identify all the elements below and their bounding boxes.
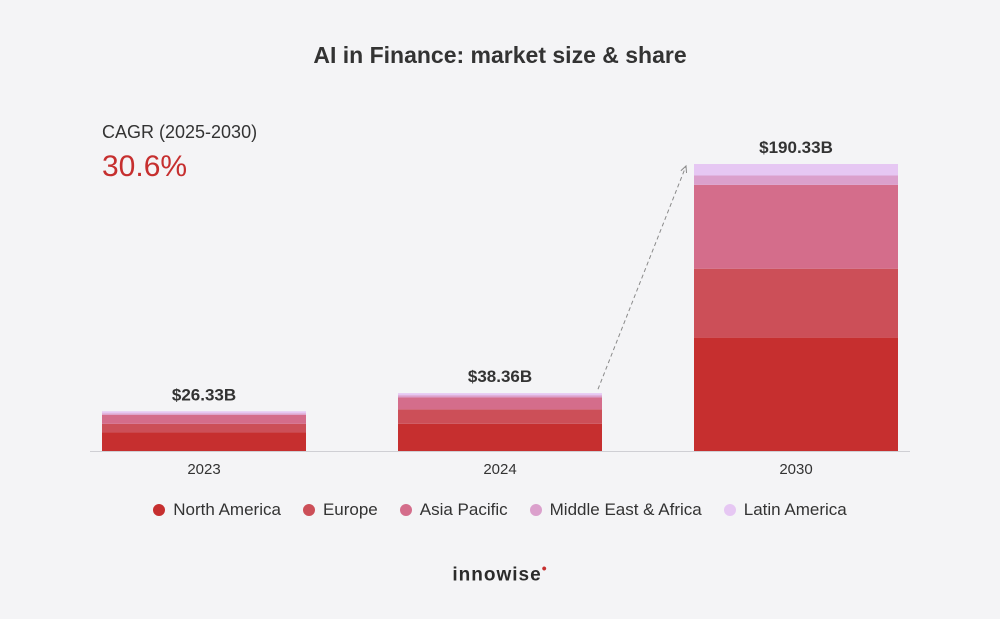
- bar-segment-2030-middle-east-africa: [694, 175, 898, 185]
- legend-label: Latin America: [743, 500, 847, 519]
- bar-segment-2024-asia-pacific: [398, 397, 602, 410]
- bar-segment-2024-middle-east-africa: [398, 395, 602, 398]
- bar-segment-2024-latin-america: [398, 393, 602, 396]
- bar-segment-2030-latin-america: [694, 164, 898, 176]
- bar-segment-2023-north-america: [102, 432, 306, 451]
- bar-segment-2024-north-america: [398, 423, 602, 451]
- x-tick-label: 2030: [779, 461, 812, 478]
- bar-total-label: $26.33B: [172, 385, 236, 404]
- legend-item: Asia Pacific: [399, 500, 508, 520]
- legend-swatch-icon: [153, 504, 166, 516]
- legend-label: Europe: [322, 500, 378, 519]
- legend-swatch-icon: [399, 504, 412, 516]
- legend: North America Europe Asia Pacific Middle Ea…: [0, 500, 1000, 520]
- x-tick-label: 2024: [483, 461, 516, 478]
- x-tick-label: 2023: [187, 461, 220, 478]
- brand-dot-icon: •: [541, 560, 548, 576]
- legend-label: North America: [173, 500, 281, 519]
- bar-segment-2030-asia-pacific: [694, 184, 898, 269]
- bar-total-label: $38.36B: [468, 367, 532, 386]
- legend-swatch-icon: [302, 504, 315, 516]
- bar-segment-2023-europe: [102, 423, 306, 433]
- bar-segment-2030-north-america: [694, 337, 898, 451]
- bar-segment-2023-latin-america: [102, 411, 306, 414]
- cagr-value: 30.6%: [102, 150, 188, 183]
- legend-label: Asia Pacific: [419, 500, 508, 519]
- legend-item: Middle East & Africa: [529, 500, 702, 520]
- legend-swatch-icon: [723, 504, 736, 516]
- growth-arrow-head-icon: [680, 164, 688, 174]
- growth-arrow-line: [597, 165, 687, 390]
- legend-item: North America: [153, 500, 281, 520]
- bar-segment-2030-europe: [694, 268, 898, 338]
- bar-segment-2023-middle-east-africa: [102, 413, 306, 415]
- legend-item: Latin America: [723, 500, 847, 520]
- legend-label: Middle East & Africa: [549, 500, 702, 519]
- legend-item: Europe: [302, 500, 378, 520]
- bar-segment-2023-asia-pacific: [102, 414, 306, 424]
- brand-logo: innowise•: [452, 560, 548, 586]
- chart-title: AI in Finance: market size & share: [313, 42, 687, 68]
- bar-segment-2024-europe: [398, 409, 602, 424]
- legend-swatch-icon: [529, 504, 542, 516]
- bar-total-label: $190.33B: [759, 138, 833, 157]
- cagr-label: CAGR (2025-2030): [102, 122, 258, 142]
